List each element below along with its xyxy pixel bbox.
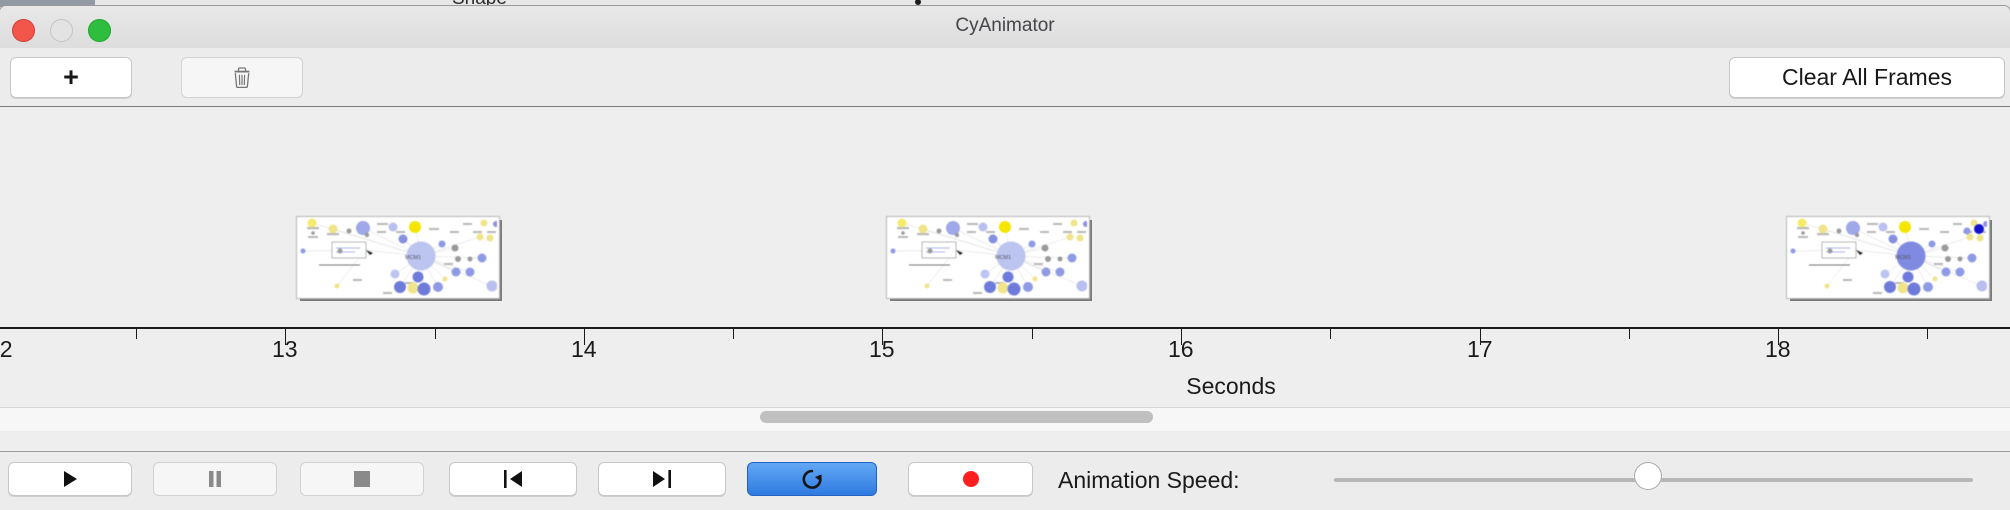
svg-text:MCM1: MCM1 bbox=[995, 255, 1011, 261]
svg-text:MCM1: MCM1 bbox=[1895, 255, 1911, 261]
svg-text:MCM1: MCM1 bbox=[405, 255, 421, 261]
